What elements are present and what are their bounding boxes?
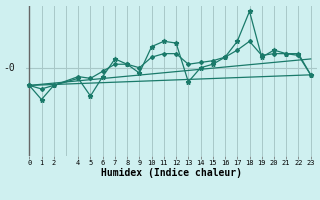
Text: -0: -0	[3, 63, 15, 73]
X-axis label: Humidex (Indice chaleur): Humidex (Indice chaleur)	[101, 168, 242, 178]
